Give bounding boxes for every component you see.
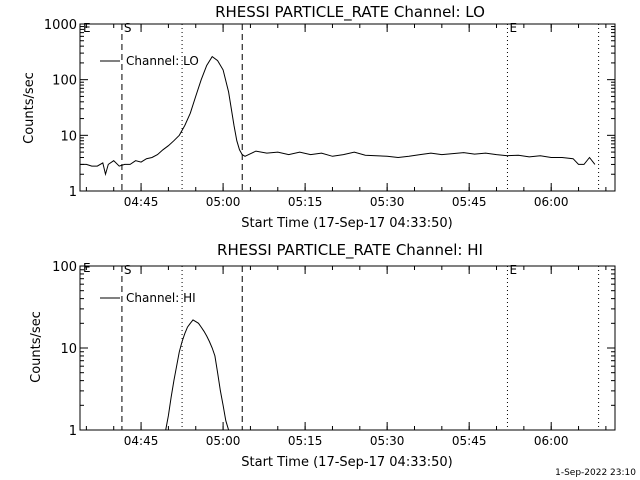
lo-x-tick-label: 05:00: [206, 195, 241, 209]
lo-x-tick-label: 04:45: [124, 195, 159, 209]
lo-channel-panel: RHESSI PARTICLE_RATE Channel: LO Start T…: [22, 3, 616, 231]
hi-y-axis-label: Counts/sec: [29, 311, 44, 383]
hi-y-tick-label: 10: [60, 342, 77, 357]
hi-x-tick-label: 05:15: [288, 434, 323, 448]
lo-y-tick-label: 1: [69, 185, 77, 200]
lo-event-label: S: [124, 21, 132, 35]
lo-y-axis-label: Counts/sec: [22, 72, 37, 144]
lo-x-tick-label: 05:15: [288, 195, 323, 209]
lo-x-tick-label: 05:45: [452, 195, 487, 209]
hi-chart-title: RHESSI PARTICLE_RATE Channel: HI: [217, 241, 483, 260]
hi-event-label: E: [509, 263, 517, 277]
lo-x-axis-label: Start Time (17-Sep-17 04:33:50): [241, 216, 452, 231]
lo-y-tick-label: 100: [52, 74, 77, 89]
lo-series-line: [80, 55, 596, 177]
hi-x-tick-label: 05:45: [452, 434, 487, 448]
lo-y-tick-label: 1000: [44, 18, 77, 33]
lo-event-label: E: [509, 21, 517, 35]
hi-y-tick-label: 1: [69, 424, 77, 439]
hi-channel-panel: RHESSI PARTICLE_RATE Channel: HI Start T…: [29, 241, 616, 470]
hi-legend-label: Channel: HI: [126, 291, 196, 305]
footer-timestamp: 1-Sep-2022 23:10: [555, 468, 636, 478]
lo-chart-title: RHESSI PARTICLE_RATE Channel: LO: [215, 3, 485, 22]
hi-x-tick-label: 06:00: [534, 434, 569, 448]
hi-event-label: S: [124, 263, 132, 277]
hi-x-tick-label: 05:30: [370, 434, 405, 448]
lo-legend-label: Channel: LO: [126, 54, 199, 68]
hi-x-tick-label: 05:00: [206, 434, 241, 448]
hi-x-axis-label: Start Time (17-Sep-17 04:33:50): [241, 455, 452, 470]
hi-series-line: [165, 319, 230, 431]
lo-x-tick-label: 05:30: [370, 195, 405, 209]
lo-plot-frame: [79, 23, 616, 192]
hi-x-tick-label: 04:45: [124, 434, 159, 448]
lo-x-tick-label: 06:00: [534, 195, 569, 209]
hi-y-tick-label: 100: [52, 260, 77, 275]
lo-y-tick-label: 10: [60, 129, 77, 144]
